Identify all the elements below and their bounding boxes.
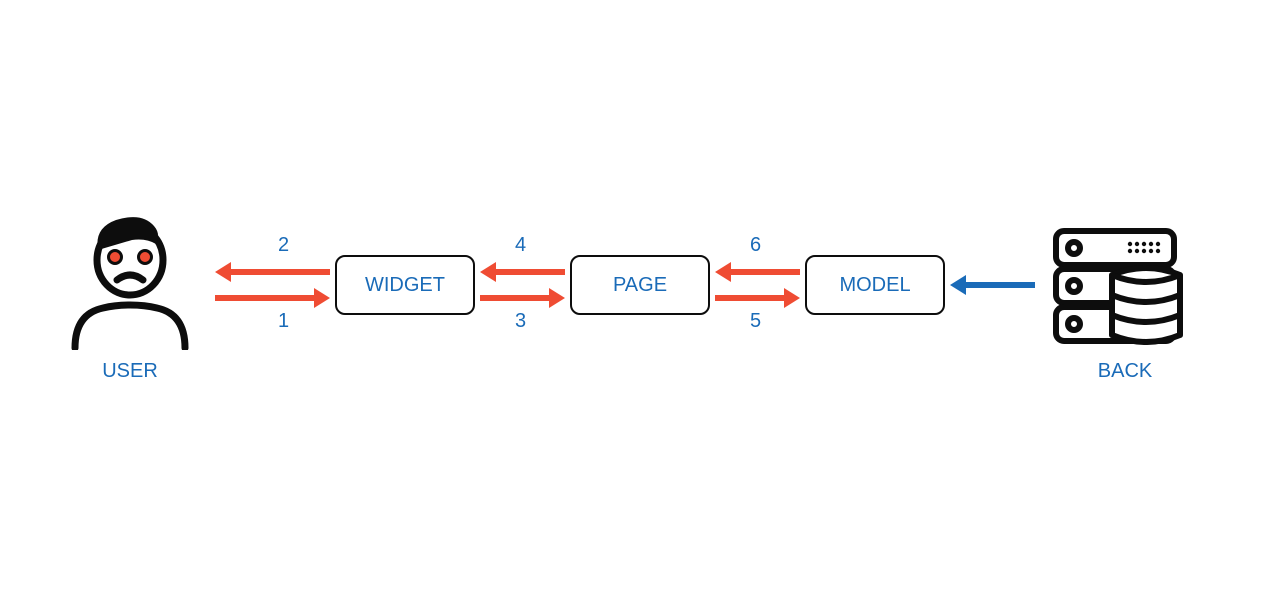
node-model: MODEL: [805, 255, 945, 315]
arrow-a2: [215, 262, 330, 282]
node-page: PAGE: [570, 255, 710, 315]
arrow-a4: [480, 262, 565, 282]
user-icon: [65, 210, 195, 350]
node-widget: WIDGET: [335, 255, 475, 315]
arrow-label-6: 6: [750, 234, 761, 257]
node-model-label: MODEL: [839, 274, 910, 297]
server-database-icon: [1050, 225, 1190, 345]
arrow-label-3: 3: [515, 310, 526, 333]
arrow-a1: [215, 288, 330, 308]
arrow-a3: [480, 288, 565, 308]
back-label: BACK: [1075, 360, 1175, 383]
arrow-label-1: 1: [278, 310, 289, 333]
arrow-a6: [715, 262, 800, 282]
arrow-label-2: 2: [278, 234, 289, 257]
arrow-a5: [715, 288, 800, 308]
node-page-label: PAGE: [613, 274, 667, 297]
user-label: USER: [75, 360, 185, 383]
diagram-stage: WIDGET PAGE MODEL USER BACK 1 2 3 4 5 6: [0, 0, 1280, 600]
node-widget-label: WIDGET: [365, 274, 445, 297]
arrow-label-4: 4: [515, 234, 526, 257]
arrow-a7: [950, 275, 1035, 295]
arrow-label-5: 5: [750, 310, 761, 333]
